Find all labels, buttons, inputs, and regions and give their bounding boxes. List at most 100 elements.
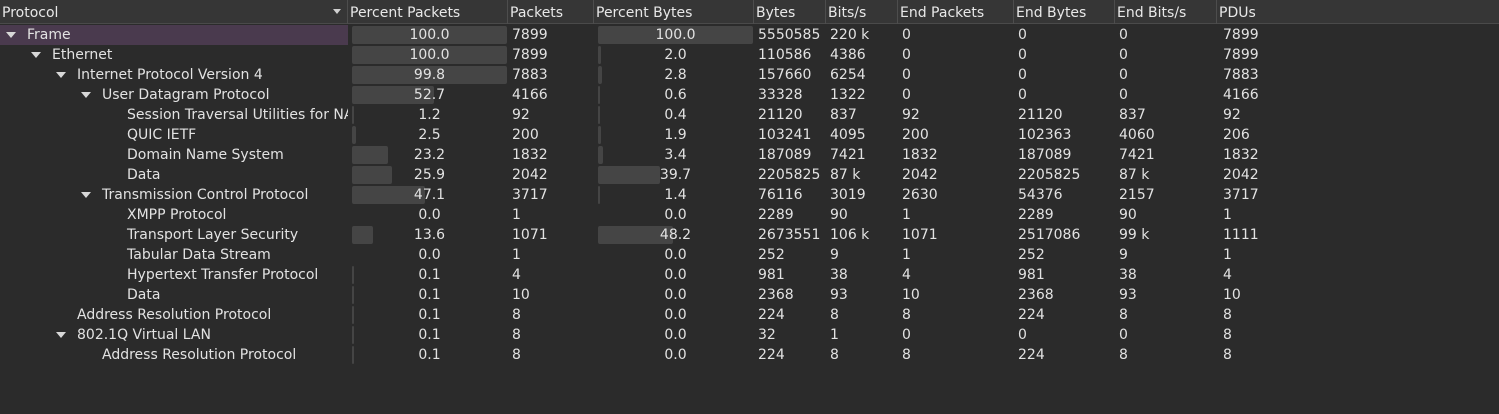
sort-descending-icon[interactable] xyxy=(333,9,341,14)
column-header-end-packets[interactable]: End Packets xyxy=(898,0,1014,24)
column-label: Percent Packets xyxy=(350,5,461,21)
protocol-cell[interactable]: User Datagram Protocol xyxy=(0,85,348,105)
column-header-bytes[interactable]: Bytes xyxy=(754,0,826,24)
percent-bar xyxy=(598,166,660,184)
percent-value: 0.0 xyxy=(664,287,687,303)
column-header-percent-packets[interactable]: Percent Packets xyxy=(348,0,508,24)
column-header-protocol[interactable]: Protocol xyxy=(0,0,348,24)
protocol-cell[interactable]: Transport Layer Security xyxy=(0,225,348,245)
protocol-name: Data xyxy=(127,287,161,303)
protocol-cell[interactable]: Address Resolution Protocol xyxy=(0,305,348,325)
protocol-cell[interactable]: Ethernet xyxy=(0,45,348,65)
table-row[interactable]: Address Resolution Protocol 0.1 8 0.0 224 8 8 2… xyxy=(0,305,1499,325)
protocol-cell[interactable]: Transmission Control Protocol xyxy=(0,185,348,205)
end-bits-per-second-cell: 90 xyxy=(1119,207,1137,223)
packets-cell: 7899 xyxy=(512,47,548,63)
percent-bytes-cell: 1.9 xyxy=(598,125,753,145)
column-header-end-bytes[interactable]: End Bytes xyxy=(1014,0,1115,24)
table-row[interactable]: Internet Protocol Version 4 99.8 7883 2.8 15… xyxy=(0,65,1499,85)
pdus-cell: 7899 xyxy=(1223,27,1259,43)
pdus-cell: 1111 xyxy=(1223,227,1259,243)
end-bytes-cell: 102363 xyxy=(1018,127,1072,143)
table-row[interactable]: Data 0.1 10 0.0 2368 93 10 2368 93 10 xyxy=(0,285,1499,305)
column-header-end-bits-per-second[interactable]: End Bits/s xyxy=(1115,0,1217,24)
protocol-cell[interactable]: Internet Protocol Version 4 xyxy=(0,65,348,85)
table-row[interactable]: Data 25.9 2042 39.7 2205825 87 k 2042 2205825 87… xyxy=(0,165,1499,185)
table-row[interactable]: User Datagram Protocol 52.7 4166 0.6 33328 13… xyxy=(0,85,1499,105)
table-row[interactable]: Transport Layer Security 13.6 1071 48.2 2673… xyxy=(0,225,1499,245)
protocol-cell[interactable]: 802.1Q Virtual LAN xyxy=(0,325,348,345)
expand-arrow-icon[interactable] xyxy=(56,72,66,78)
protocol-cell[interactable]: Tabular Data Stream xyxy=(0,245,348,265)
percent-bar xyxy=(352,326,354,344)
pdus-cell: 8 xyxy=(1223,347,1232,363)
table-row[interactable]: QUIC IETF 2.5 200 1.9 103241 4095 200 102363 406… xyxy=(0,125,1499,145)
protocol-name: QUIC IETF xyxy=(127,127,197,143)
pdus-cell: 8 xyxy=(1223,307,1232,323)
protocol-cell[interactable]: Hypertext Transfer Protocol xyxy=(0,265,348,285)
table-row[interactable]: Domain Name System 23.2 1832 3.4 187089 7421 1… xyxy=(0,145,1499,165)
expand-arrow-icon[interactable] xyxy=(6,32,16,38)
table-row[interactable]: Frame 100.0 7899 100.0 5550585 220 k 0 0 0 7899 xyxy=(0,25,1499,45)
table-row[interactable]: Ethernet 100.0 7899 2.0 110586 4386 0 0 0 7899 xyxy=(0,45,1499,65)
percent-packets-cell: 99.8 xyxy=(352,65,507,85)
percent-packets-cell: 25.9 xyxy=(352,165,507,185)
percent-packets-cell: 100.0 xyxy=(352,45,507,65)
protocol-cell[interactable]: Data xyxy=(0,285,348,305)
table-row[interactable]: 802.1Q Virtual LAN 0.1 8 0.0 32 1 0 0 0 8 xyxy=(0,325,1499,345)
table-row[interactable]: Transmission Control Protocol 47.1 3717 1.4… xyxy=(0,185,1499,205)
protocol-cell[interactable]: Address Resolution Protocol xyxy=(0,345,348,365)
protocol-cell[interactable]: XMPP Protocol xyxy=(0,205,348,225)
table-row[interactable]: Session Traversal Utilities for NAT 1.2 92… xyxy=(0,105,1499,125)
table-row[interactable]: Hypertext Transfer Protocol 0.1 4 0.0 981 38 4… xyxy=(0,265,1499,285)
expand-arrow-icon[interactable] xyxy=(56,332,66,338)
table-row[interactable]: Tabular Data Stream 0.0 1 0.0 252 9 1 252 9 1 xyxy=(0,245,1499,265)
end-bytes-cell: 981 xyxy=(1018,267,1045,283)
expand-arrow-icon[interactable] xyxy=(81,92,91,98)
column-header-percent-bytes[interactable]: Percent Bytes xyxy=(594,0,754,24)
end-bytes-cell: 224 xyxy=(1018,347,1045,363)
end-packets-cell: 2042 xyxy=(902,167,938,183)
expand-arrow-icon[interactable] xyxy=(31,52,41,58)
end-bytes-cell: 54376 xyxy=(1018,187,1063,203)
bits-per-second-cell: 38 xyxy=(830,267,848,283)
protocol-cell[interactable]: Frame xyxy=(0,25,348,45)
packets-cell: 1 xyxy=(512,247,521,263)
expand-arrow-icon[interactable] xyxy=(81,192,91,198)
end-bytes-cell: 0 xyxy=(1018,27,1027,43)
column-header-bits-per-second[interactable]: Bits/s xyxy=(826,0,898,24)
percent-value: 0.6 xyxy=(664,87,687,103)
packets-cell: 1071 xyxy=(512,227,548,243)
percent-value: 0.4 xyxy=(664,107,687,123)
percent-value: 0.1 xyxy=(418,287,441,303)
protocol-cell[interactable]: Domain Name System xyxy=(0,145,348,165)
end-packets-cell: 1 xyxy=(902,207,911,223)
protocol-name: Session Traversal Utilities for NAT xyxy=(127,107,348,123)
packets-cell: 8 xyxy=(512,307,521,323)
protocol-cell[interactable]: Session Traversal Utilities for NAT xyxy=(0,105,348,125)
column-header-packets[interactable]: Packets xyxy=(508,0,594,24)
bits-per-second-cell: 93 xyxy=(830,287,848,303)
end-bits-per-second-cell: 8 xyxy=(1119,347,1128,363)
percent-packets-cell: 1.2 xyxy=(352,105,507,125)
percent-value: 2.5 xyxy=(418,127,441,143)
bytes-cell: 187089 xyxy=(758,147,812,163)
protocol-cell[interactable]: QUIC IETF xyxy=(0,125,348,145)
end-bytes-cell: 2517086 xyxy=(1018,227,1081,243)
percent-packets-cell: 0.1 xyxy=(352,285,507,305)
end-bits-per-second-cell: 9 xyxy=(1119,247,1128,263)
percent-bytes-cell: 0.0 xyxy=(598,325,753,345)
percent-bar xyxy=(598,106,600,124)
column-header-pdus[interactable]: PDUs xyxy=(1217,0,1499,24)
table-row[interactable]: Address Resolution Protocol 0.1 8 0.0 224 8 8 2… xyxy=(0,345,1499,365)
packets-cell: 4166 xyxy=(512,87,548,103)
pdus-cell: 1 xyxy=(1223,247,1232,263)
bits-per-second-cell: 220 k xyxy=(830,27,870,43)
percent-bytes-cell: 0.0 xyxy=(598,345,753,365)
bytes-cell: 110586 xyxy=(758,47,812,63)
bytes-cell: 2673551 xyxy=(758,227,821,243)
percent-bar xyxy=(352,226,373,244)
protocol-name: Frame xyxy=(27,27,71,43)
table-row[interactable]: XMPP Protocol 0.0 1 0.0 2289 90 1 2289 90 1 xyxy=(0,205,1499,225)
protocol-cell[interactable]: Data xyxy=(0,165,348,185)
